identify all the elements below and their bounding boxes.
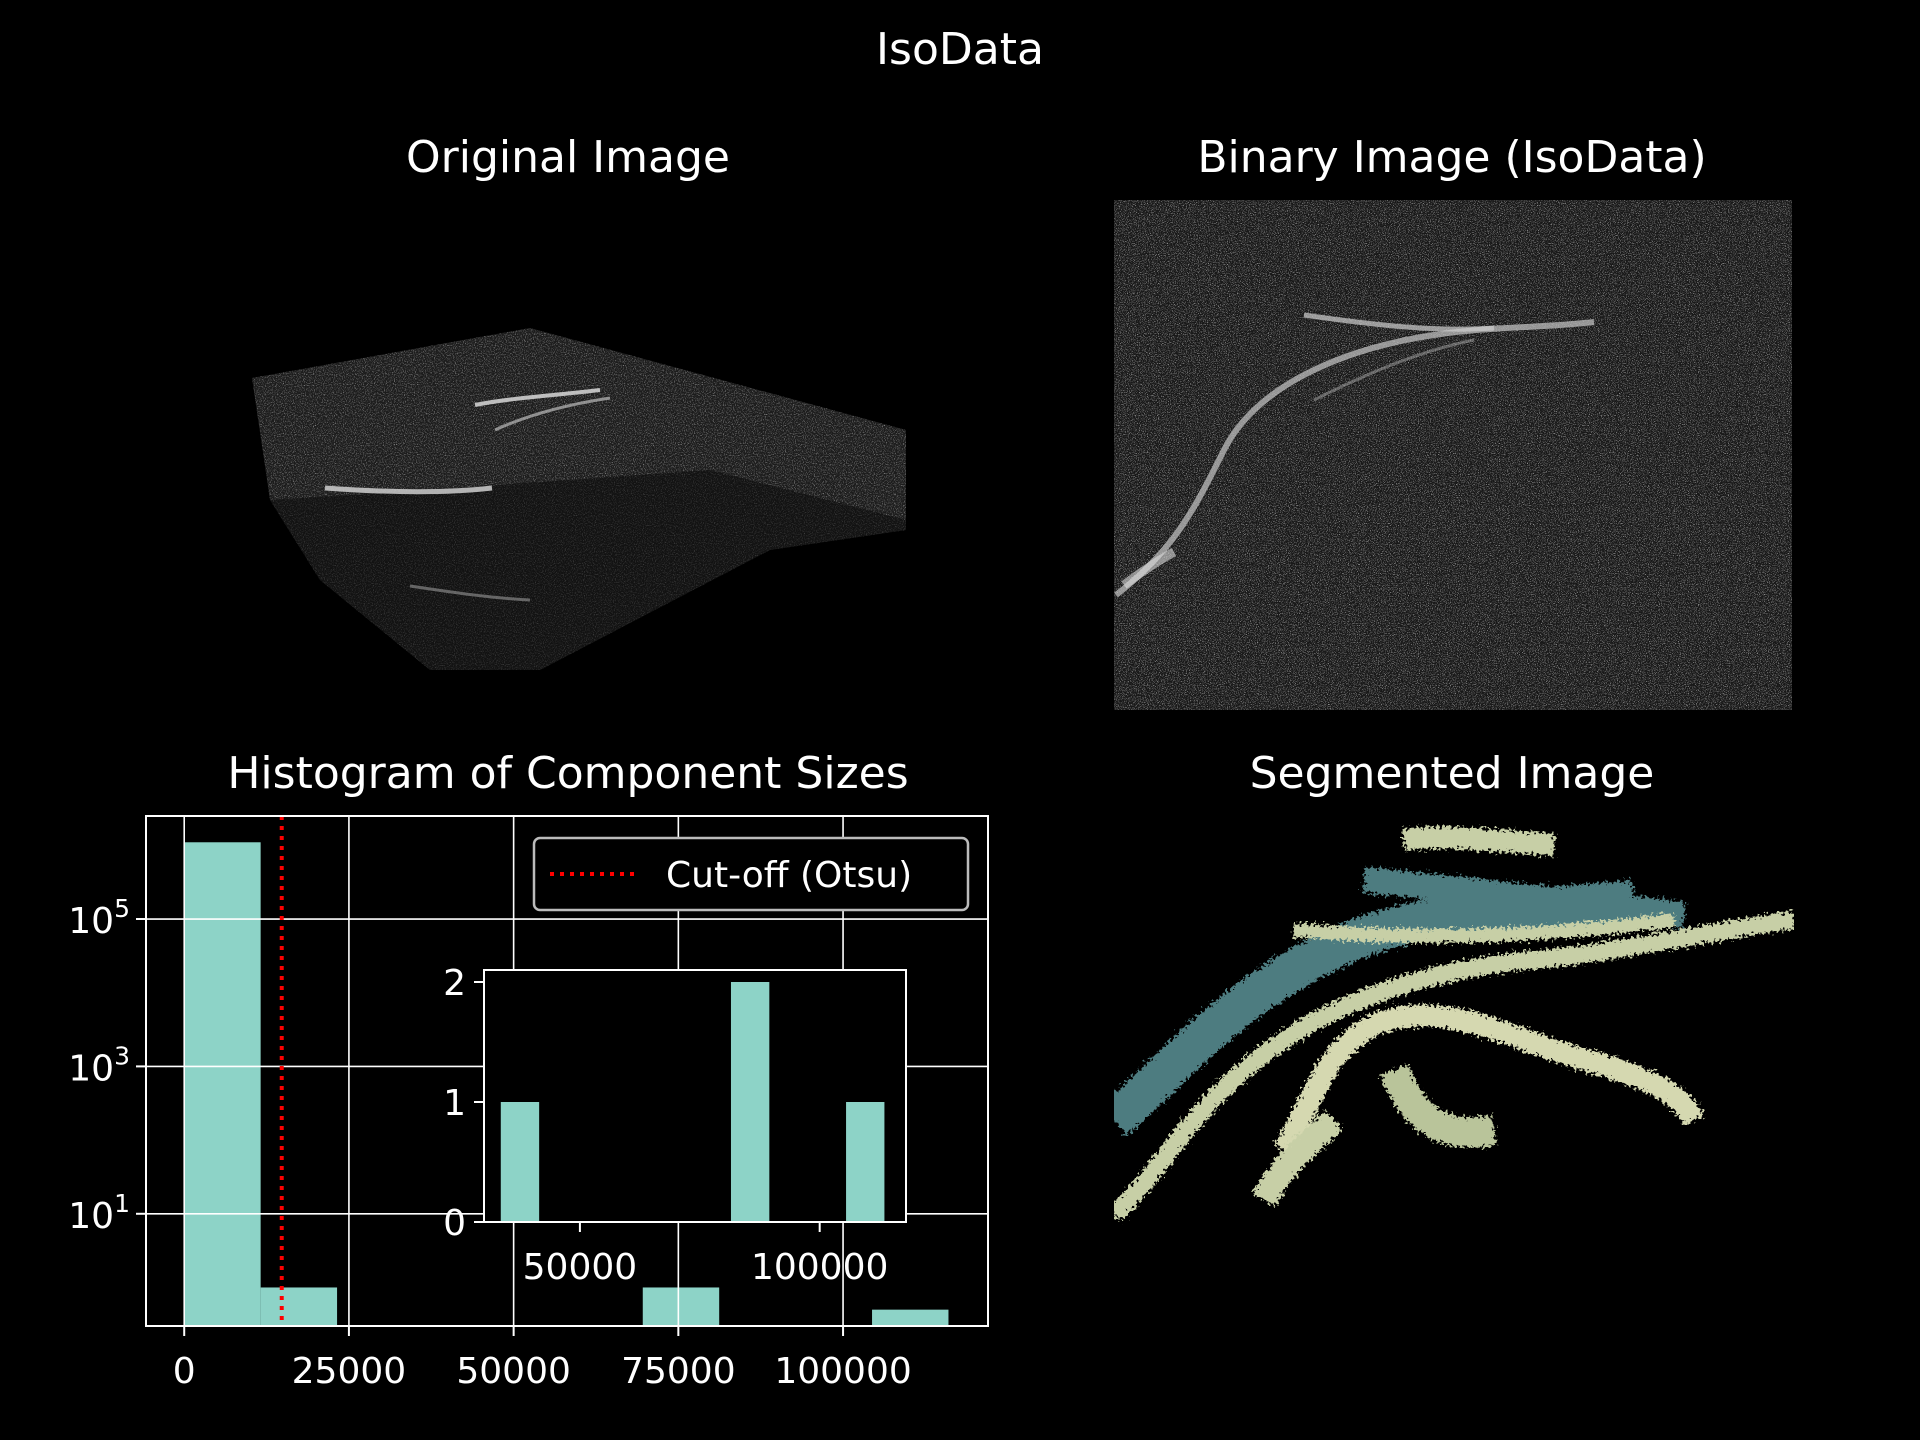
filament: [1114, 319, 1595, 598]
fiber-strand: [494, 396, 611, 432]
y-tick-label: 103: [68, 1041, 130, 1089]
inset-background: [484, 970, 906, 1222]
axes-frame: [145, 815, 989, 1327]
inset-x-tick-label: 100000: [751, 1247, 888, 1288]
x-tick-label: 0: [173, 1351, 196, 1392]
y-tick-label: 101: [68, 1189, 130, 1237]
inset-y-tick-label: 0: [443, 1203, 466, 1244]
inset-bar: [846, 1102, 885, 1222]
legend-label: Cut-off (Otsu): [666, 855, 912, 896]
segment-pale: [1114, 911, 1794, 1222]
original-image-title: Original Image: [406, 132, 730, 183]
filament: [1313, 338, 1475, 402]
fiber-strand: [324, 485, 493, 495]
inset-bar: [730, 982, 770, 1222]
filament: [1121, 548, 1177, 589]
x-tick-label: 100000: [774, 1351, 911, 1392]
inset-x-tick-label: 50000: [523, 1247, 638, 1288]
x-tick-label: 75000: [621, 1351, 736, 1392]
original-image: [252, 328, 906, 670]
histogram-bar: [260, 1287, 338, 1326]
y-tick-label: 105: [68, 894, 130, 942]
histogram-bar: [184, 842, 261, 1326]
fiber-strand: [409, 584, 531, 602]
segment-pale: [1252, 1110, 1344, 1207]
segment-pale: [1402, 826, 1555, 856]
segment-pale: [1274, 1004, 1704, 1156]
binary-image-title: Binary Image (IsoData): [1197, 132, 1707, 183]
segment-pale: [1293, 913, 1675, 943]
legend-box: [532, 836, 970, 912]
filament: [1303, 312, 1495, 332]
x-tick-label: 50000: [456, 1351, 571, 1392]
histogram-chart: 0 25000 50000 75000 100000 105 103 101 Cut-off (…: [68, 815, 989, 1392]
inset-y-tick-label: 1: [443, 1083, 466, 1124]
figure-title: IsoData: [876, 24, 1044, 75]
segment-teal: [1362, 867, 1686, 928]
binary-image: [1114, 200, 1792, 710]
fiber-strand: [474, 388, 601, 407]
x-tick-label: 25000: [292, 1351, 407, 1392]
inset-y-tick-label: 2: [443, 963, 466, 1004]
segmented-image: [1114, 826, 1794, 1222]
inset-frame: [483, 969, 907, 1223]
histogram-title: Histogram of Component Sizes: [227, 748, 909, 799]
segment-pale: [1380, 1064, 1497, 1148]
segmented-image-title: Segmented Image: [1249, 748, 1655, 799]
histogram-bar: [872, 1309, 949, 1326]
inset-bar: [500, 1102, 540, 1222]
histogram-bar: [642, 1287, 720, 1326]
